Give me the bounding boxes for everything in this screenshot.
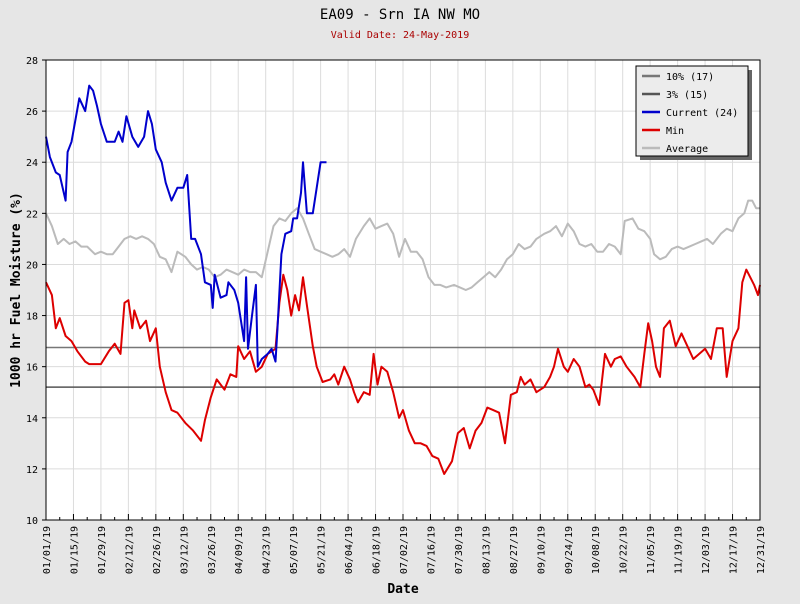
x-tick-label: 07/30/19	[454, 526, 465, 574]
x-tick-label: 08/13/19	[481, 526, 492, 574]
x-tick-label: 07/16/19	[426, 526, 437, 574]
x-tick-label: 03/12/19	[179, 526, 190, 574]
legend-label: Current (24)	[666, 108, 738, 119]
series-line-current-24-	[45, 84, 327, 368]
x-tick-label: 03/26/19	[207, 526, 218, 574]
x-tick-label: 05/07/19	[289, 526, 300, 574]
y-tick-label: 26	[26, 107, 38, 118]
x-tick-label: 10/22/19	[619, 526, 630, 574]
chart-subtitle: Valid Date: 24-May-2019	[331, 30, 469, 41]
y-tick-label: 28	[26, 56, 38, 67]
y-tick-label: 14	[26, 414, 38, 425]
y-tick-label: 20	[26, 260, 38, 271]
x-tick-label: 11/19/19	[674, 526, 685, 574]
x-tick-label: 09/10/19	[536, 526, 547, 574]
x-tick-label: 08/27/19	[509, 526, 520, 574]
legend: 10% (17) 3% (15) Current (24) Min Average	[635, 65, 752, 160]
y-tick-label: 24	[26, 158, 38, 169]
x-tick-label: 01/15/19	[69, 526, 80, 574]
x-tick-label: 06/18/19	[372, 526, 383, 574]
series-line-average	[45, 199, 760, 291]
x-tick-label: 05/21/19	[317, 526, 328, 574]
legend-label: 3% (15)	[666, 90, 708, 101]
series-line-min	[45, 268, 761, 475]
chart-title: EA09 - Srn IA NW MO	[320, 7, 480, 23]
x-tick-label: 02/12/19	[124, 526, 135, 574]
legend-label: Min	[666, 126, 684, 137]
legend-label: Average	[666, 144, 708, 155]
x-tick-label: 02/26/19	[152, 526, 163, 574]
x-tick-label: 12/17/19	[729, 526, 740, 574]
y-tick-label: 18	[26, 312, 38, 323]
x-tick-label: 06/04/19	[344, 526, 355, 574]
axes: 10 12 14 16 18 20 22 24 26 28 01/01/19 01/15/19 01/2…	[26, 56, 767, 574]
x-tick-label: 07/02/19	[399, 526, 410, 574]
x-tick-label: 11/05/19	[646, 526, 657, 574]
y-tick-label: 10	[26, 516, 38, 527]
y-tick-label: 22	[26, 209, 38, 220]
x-tick-label: 09/24/19	[564, 526, 575, 574]
x-axis-label: Date	[387, 582, 418, 597]
x-tick-label: 12/03/19	[701, 526, 712, 574]
x-tick-label: 12/31/19	[756, 526, 767, 574]
y-tick-label: 16	[26, 363, 38, 374]
x-tick-label: 10/08/19	[591, 526, 602, 574]
series-lines	[45, 84, 761, 475]
x-tick-label: 04/23/19	[262, 526, 273, 574]
x-tick-label: 01/29/19	[97, 526, 108, 574]
x-tick-label: 01/01/19	[42, 526, 53, 574]
legend-label: 10% (17)	[666, 72, 714, 83]
y-axis-label: 1000 hr Fuel Moisture (%)	[9, 192, 24, 388]
y-tick-label: 12	[26, 465, 38, 476]
x-tick-label: 04/09/19	[234, 526, 245, 574]
